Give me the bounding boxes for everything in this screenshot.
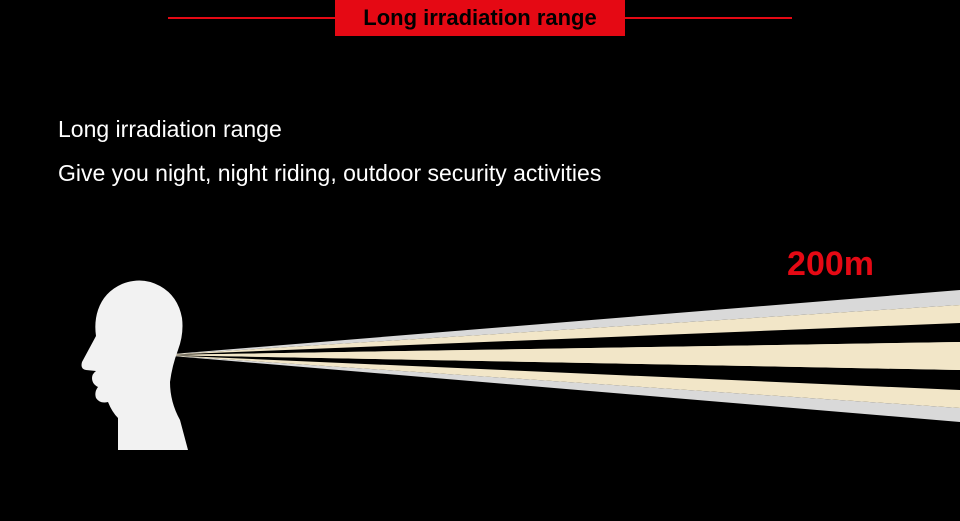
beam-diagram (0, 0, 960, 521)
head-silhouette-icon (82, 280, 189, 450)
